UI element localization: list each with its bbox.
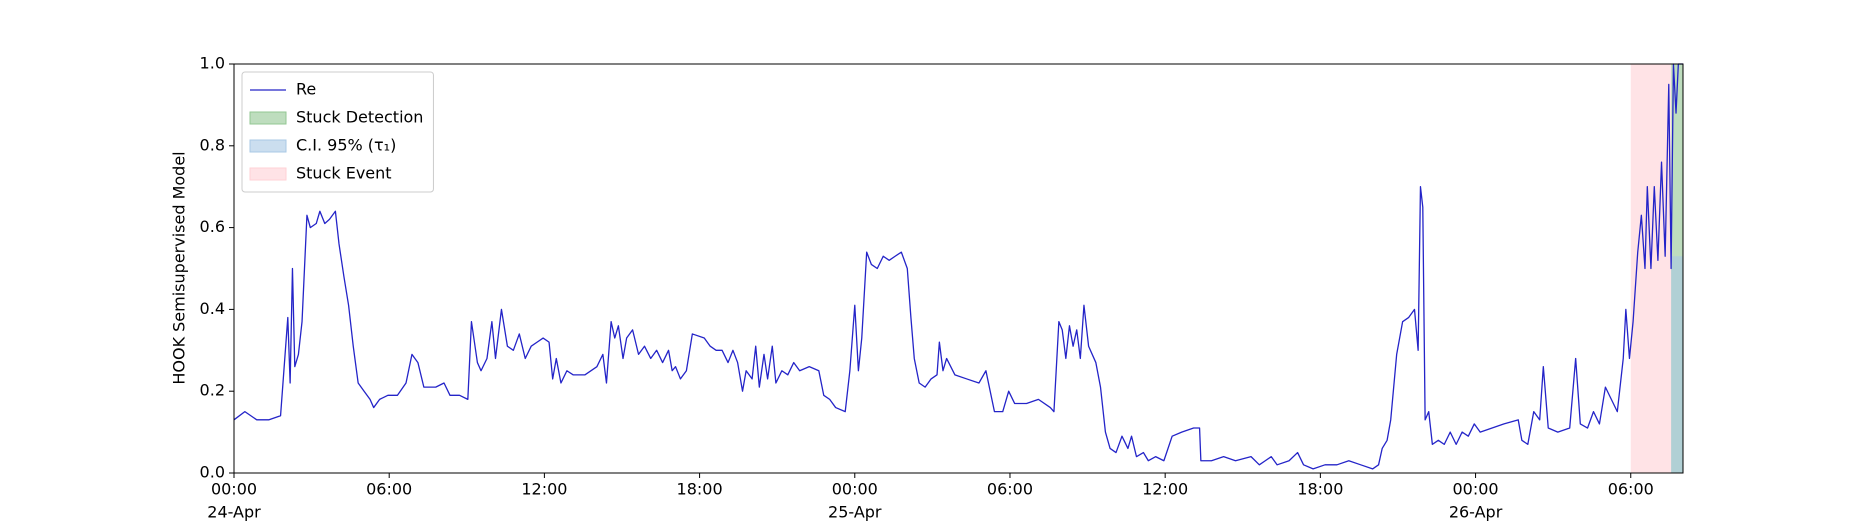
y-axis-label: HOOK Semisupervised Model [170,151,189,384]
x-tick-label: 26-Apr [1449,503,1503,522]
legend-label: Re [296,80,316,99]
legend-label: C.I. 95% (τ₁) [296,136,396,155]
x-tick-label: 25-Apr [828,503,882,522]
legend-label: Stuck Detection [296,108,423,127]
legend-swatch [249,111,287,125]
x-tick-label: 06:00 [987,480,1033,499]
axes-frame [233,63,1684,474]
y-tick-label: 0.0 [200,463,225,482]
y-tick-label: 0.6 [200,217,225,236]
region [1671,256,1683,473]
x-tick-label: 12:00 [1142,480,1188,499]
y-tick-label: 0.4 [200,299,225,318]
x-tick-label: 06:00 [1608,480,1654,499]
data-line [233,63,1683,470]
x-tick-label: 18:00 [1297,480,1343,499]
legend-swatch [249,167,287,181]
legend-box [241,71,434,193]
y-tick-label: 1.0 [200,54,225,73]
x-tick-label: 12:00 [521,480,567,499]
x-tick-label: 00:00 [832,480,878,499]
x-tick-label: 00:00 [211,480,257,499]
y-tick-label: 0.8 [200,135,225,154]
legend-swatch [249,139,287,153]
x-tick-label: 00:00 [1453,480,1499,499]
x-tick-label: 06:00 [366,480,412,499]
legend-label: Stuck Event [296,164,392,183]
y-tick-label: 0.2 [200,381,225,400]
x-tick-label: 24-Apr [207,503,261,522]
x-tick-label: 18:00 [677,480,723,499]
legend: Re Stuck Detection C.I. 95% (τ₁) Stuck Even… [241,71,434,193]
